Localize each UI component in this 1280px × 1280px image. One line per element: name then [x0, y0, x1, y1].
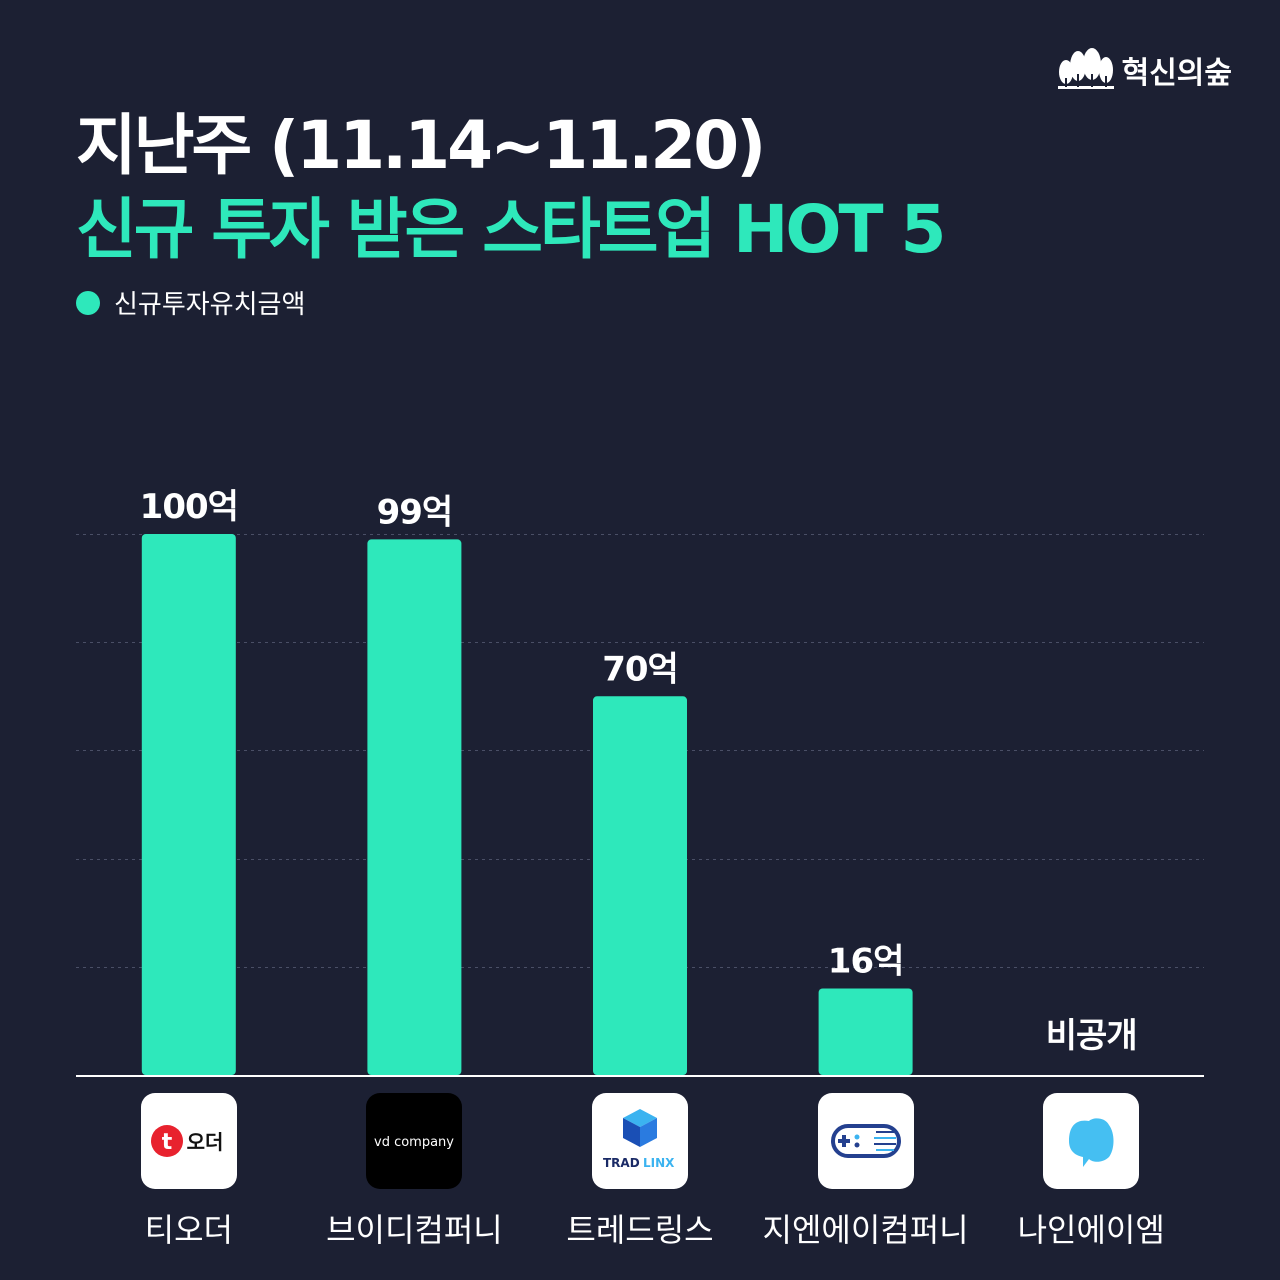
tradlinx-logo-icon: TRAD LINX — [592, 1093, 688, 1189]
category-label-4: 지엔에이컴퍼니 — [762, 1211, 969, 1249]
gna-company-logo-icon — [817, 1093, 914, 1189]
legend-swatch — [76, 290, 100, 315]
category-label-5: 나인에이엠 — [1017, 1211, 1165, 1249]
bar-3 — [593, 696, 687, 1075]
value-label-5: 비공개 — [1046, 1016, 1137, 1056]
chart-legend: 신규투자유치금액 — [76, 284, 305, 321]
category-label-2: 브이디컴퍼니 — [326, 1211, 503, 1249]
value-label-1: 100억 — [140, 487, 238, 527]
brand-logo: 혁신의숲 — [1056, 48, 1232, 92]
bar-4 — [818, 988, 913, 1075]
svg-text:LINX: LINX — [643, 1156, 675, 1170]
value-label-2: 99억 — [377, 492, 453, 532]
value-label-3: 70억 — [602, 649, 678, 689]
category-label-1: 티오더 — [144, 1211, 233, 1249]
brand-name: 혁신의숲 — [1121, 56, 1232, 91]
page-subtitle: 신규 투자 받은 스타트업 HOT 5 — [76, 191, 946, 268]
vd-company-logo-icon: vd company — [366, 1093, 463, 1189]
nine-am-logo-icon — [1043, 1093, 1140, 1189]
bar-1 — [141, 534, 236, 1075]
t-order-logo-icon: t 오더 — [140, 1093, 237, 1189]
svg-text:t: t — [162, 1130, 173, 1155]
legend-label: 신규투자유치금액 — [114, 290, 306, 320]
value-label-4: 16억 — [828, 941, 904, 981]
bar-2 — [367, 539, 462, 1075]
category-label-3: 트레드링스 — [566, 1211, 714, 1249]
page-title: 지난주 (11.14~11.20) — [76, 107, 766, 184]
svg-text:오더: 오더 — [186, 1130, 223, 1154]
forest-trees-icon — [1057, 48, 1114, 89]
svg-text:vd company: vd company — [374, 1135, 454, 1150]
svg-text:TRAD: TRAD — [603, 1156, 640, 1170]
